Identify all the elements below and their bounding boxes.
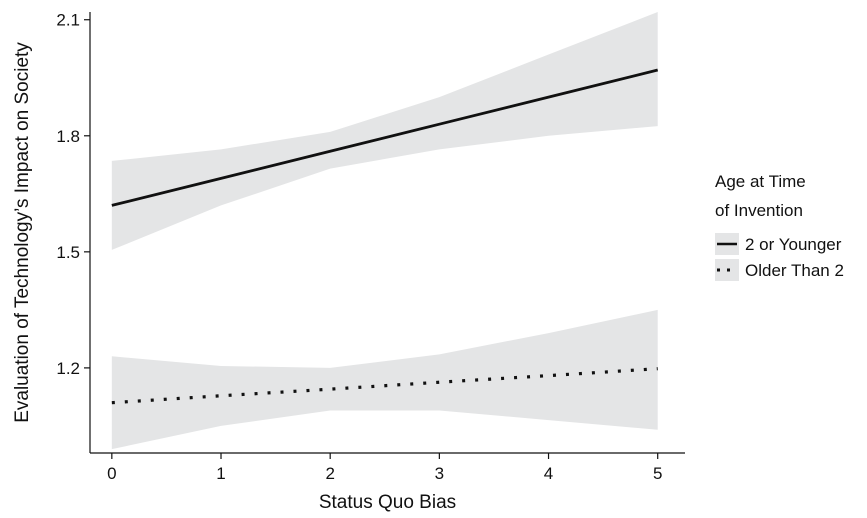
x-tick-label: 5 [653,464,662,483]
y-tick-label: 2.1 [56,11,80,30]
y-axis-ticks: 1.2 1.5 1.8 2.1 [56,11,90,378]
legend-label: Older Than 2 [745,261,844,280]
series-lines [111,68,659,405]
legend-label: 2 or Younger [745,235,842,254]
x-tick-label: 1 [216,464,225,483]
legend: Age at Time of Invention 2 or Younger Old… [715,172,844,281]
confidence-bands [111,12,658,450]
x-tick-label: 2 [325,464,334,483]
confidence-band-1 [111,12,658,250]
series-line-1 [111,68,659,207]
confidence-band-2 [111,309,658,450]
legend-title-line-2: of Invention [715,201,803,220]
x-axis-ticks: 0 1 2 3 4 5 [107,453,662,483]
series-line-2 [111,367,658,405]
x-axis-title: Status Quo Bias [319,492,456,513]
y-tick-label: 1.8 [56,127,80,146]
legend-items: 2 or Younger Older Than 2 [715,233,844,281]
y-axis-title: Evaluation of Technology’s Impact on Soc… [12,42,33,423]
x-tick-label: 0 [107,464,116,483]
y-tick-label: 1.5 [56,243,80,262]
y-tick-label: 1.2 [56,359,80,378]
x-tick-label: 3 [435,464,444,483]
legend-title-line-1: Age at Time [715,172,806,191]
x-tick-label: 4 [544,464,553,483]
